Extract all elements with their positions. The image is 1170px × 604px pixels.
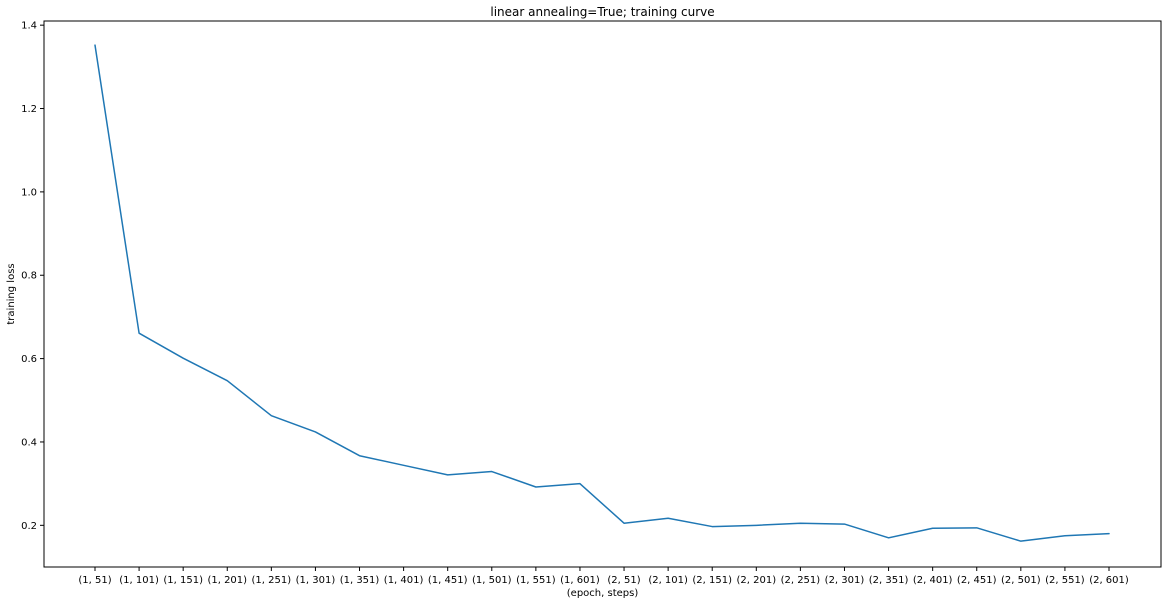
x-tick-label: (1, 301) bbox=[296, 575, 336, 586]
y-axis-label: training loss bbox=[6, 263, 17, 324]
x-tick-label: (1, 201) bbox=[207, 575, 247, 586]
y-tick-label: 0.8 bbox=[21, 271, 37, 282]
y-tick-label: 0.6 bbox=[21, 354, 37, 365]
x-tick-label: (2, 401) bbox=[913, 575, 953, 586]
y-tick-label: 1.2 bbox=[21, 104, 37, 115]
x-tick-label: (2, 451) bbox=[957, 575, 997, 586]
x-tick-label: (2, 201) bbox=[736, 575, 776, 586]
x-tick-label: (2, 501) bbox=[1001, 575, 1041, 586]
x-tick-label: (2, 551) bbox=[1045, 575, 1085, 586]
x-tick-label: (1, 401) bbox=[384, 575, 424, 586]
x-tick-label: (1, 151) bbox=[163, 575, 203, 586]
chart-title: linear annealing=True; training curve bbox=[490, 5, 714, 19]
y-tick-label: 1.4 bbox=[21, 21, 37, 32]
x-tick-label: (2, 301) bbox=[825, 575, 865, 586]
x-tick-label: (1, 51) bbox=[78, 575, 111, 586]
x-tick-label: (1, 451) bbox=[428, 575, 468, 586]
y-tick-label: 0.2 bbox=[21, 521, 37, 532]
plot-area-frame bbox=[43, 20, 1162, 568]
x-tick-label: (2, 151) bbox=[692, 575, 732, 586]
y-tick-label: 0.4 bbox=[21, 437, 37, 448]
x-tick-label: (1, 251) bbox=[252, 575, 292, 586]
y-tick-label: 1.0 bbox=[21, 187, 37, 198]
series-line bbox=[94, 44, 1110, 542]
x-axis-label: (epoch, steps) bbox=[567, 588, 639, 599]
x-tick-label: (2, 51) bbox=[607, 575, 640, 586]
x-tick-label: (2, 601) bbox=[1089, 575, 1129, 586]
x-tick-label: (1, 101) bbox=[119, 575, 159, 586]
x-tick-label: (1, 351) bbox=[340, 575, 380, 586]
y-axis: 0.2 0.4 0.6 0.8 1.0 1.2 1.4 bbox=[21, 21, 44, 532]
x-axis: (1, 51) (1, 101) (1, 151) (1, 201) (1, 251) (… bbox=[78, 567, 1129, 586]
x-tick-label: (2, 251) bbox=[781, 575, 821, 586]
x-tick-label: (1, 601) bbox=[560, 575, 600, 586]
x-tick-label: (2, 351) bbox=[869, 575, 909, 586]
x-tick-label: (1, 551) bbox=[516, 575, 556, 586]
x-tick-label: (1, 501) bbox=[472, 575, 512, 586]
x-tick-label: (2, 101) bbox=[648, 575, 688, 586]
series-group bbox=[94, 44, 1110, 542]
